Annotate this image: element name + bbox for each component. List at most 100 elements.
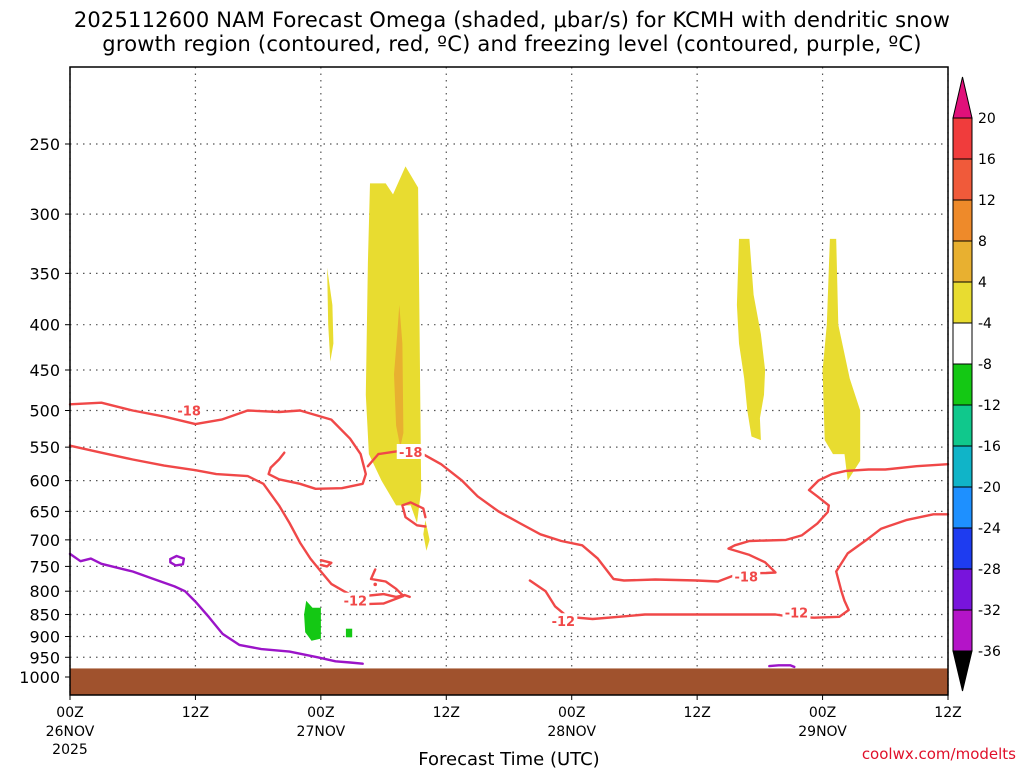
contour-label-5: -12 (785, 607, 809, 622)
terrain-layer (70, 668, 948, 695)
contour-label-bg-2 (341, 592, 370, 608)
colorbar-bin-12 (952, 568, 973, 611)
y-tick-label-1000: 1000 (19, 668, 60, 687)
chart-title-line-1: 2025112600 NAM Forecast Omega (shaded, μ… (73, 8, 951, 32)
colorbar-label-8: -16 (978, 439, 1001, 455)
colorbar-bin-10 (952, 486, 973, 529)
dgz-contour-2 (267, 409, 367, 490)
colorbar-label-9: -20 (978, 480, 1001, 496)
colorbar-label-1: 16 (978, 152, 996, 168)
contour-label-bg-4 (549, 613, 578, 629)
x-tick-label-84: 12Z (934, 705, 961, 721)
colorbar-label-3: 8 (978, 234, 987, 250)
downward-motion-green-b (345, 628, 353, 638)
contour-label-2: -12 (344, 595, 368, 610)
y-tick-label-350: 350 (29, 264, 60, 283)
contour-label-bg-3 (732, 568, 761, 584)
y-tick-label-700: 700 (29, 531, 60, 550)
contour-label-3: -18 (735, 571, 759, 586)
y-tick-label-500: 500 (29, 402, 60, 421)
contour-label-layer: -18 -18 -12 -18 -12 -12 (175, 402, 811, 630)
y-tick-label-450: 450 (29, 361, 60, 380)
freezing-level-contour-1 (169, 554, 186, 567)
colorbar: 20 16 12 8 4 -4 -8 -12 -16 -20 -24 -28 -32 -36 (952, 76, 1001, 692)
x-tick-label-36: 12Z (433, 705, 460, 721)
y-axis-ticks: 250 300 350 400 450 500 550 600 650 700 750 800 850 9… (19, 135, 70, 687)
plot-frame (69, 66, 949, 696)
colorbar-label-11: -28 (978, 562, 1001, 578)
dgz-contour-6 (319, 559, 333, 568)
y-tick-label-300: 300 (29, 205, 60, 224)
upward-motion-yellow-small (327, 267, 334, 362)
x-tick-date-24: 27NOV (297, 724, 346, 740)
y-tick-label-800: 800 (29, 582, 60, 601)
upward-motion-yellow-tail (423, 520, 430, 551)
colorbar-bin-7 (952, 363, 973, 406)
freezing-level-layer (68, 552, 796, 669)
colorbar-label-6: -8 (978, 357, 992, 373)
contour-label-4: -12 (552, 615, 576, 630)
site-credit: coolwx.com/modelts (862, 745, 1016, 763)
colorbar-bin-11 (952, 527, 973, 570)
contour-label-1: -18 (399, 446, 423, 461)
gridlines (69, 67, 949, 695)
dgz-contour-dot (373, 582, 378, 587)
y-tick-label-650: 650 (29, 502, 60, 521)
downward-motion-green-a (304, 600, 321, 641)
colorbar-bin-9 (952, 445, 973, 488)
upward-motion-yellow-main (365, 166, 422, 523)
dgz-contour-7 (528, 513, 950, 621)
colorbar-label-5: -4 (978, 316, 992, 332)
colorbar-bin-6 (952, 322, 973, 365)
colorbar-bin-5 (952, 281, 973, 324)
colorbar-label-4: 4 (978, 275, 987, 291)
freezing-level-contour-0 (68, 552, 364, 665)
chart-title-line-2: growth region (contoured, red, ºC) and f… (102, 32, 922, 56)
y-tick-label-400: 400 (29, 316, 60, 335)
colorbar-label-12: -32 (978, 603, 1001, 619)
contour-label-bg-1 (396, 444, 425, 460)
x-tick-label-48: 00Z (558, 705, 585, 721)
x-tick-label-60: 12Z (683, 705, 710, 721)
colorbar-bin-2 (952, 158, 973, 201)
x-axis-label: Forecast Time (UTC) (418, 749, 599, 768)
colorbar-bin-8 (952, 404, 973, 447)
dgz-contour-5 (353, 568, 405, 606)
x-tick-label-24: 00Z (307, 705, 334, 721)
colorbar-top-arrow (952, 76, 973, 119)
dgz-contour-layer (68, 401, 950, 621)
y-tick-label-850: 850 (29, 606, 60, 625)
colorbar-label-7: -12 (978, 398, 1001, 414)
x-tick-date-0: 26NOV (46, 724, 95, 740)
contour-label-bg-0 (175, 402, 204, 418)
contour-label-0: -18 (177, 405, 201, 420)
contour-label-bg-5 (782, 604, 811, 620)
upward-motion-yellow-29nov-a (736, 238, 766, 441)
dgz-contour-3 (366, 449, 950, 583)
x-tick-date-72: 29NOV (798, 724, 847, 740)
dgz-contour-1 (68, 444, 411, 599)
omega-shading-layer (304, 166, 861, 641)
x-axis-ticks: 00Z 26NOV 2025 12Z 00Z 27NOV 12Z 00Z 28NOV 12Z 00Z… (46, 695, 962, 758)
colorbar-label-0: 20 (978, 111, 996, 127)
y-tick-label-750: 750 (29, 557, 60, 576)
y-tick-label-550: 550 (29, 438, 60, 457)
x-tick-label-12: 12Z (182, 705, 209, 721)
upward-motion-orange-core (394, 305, 404, 448)
colorbar-bottom-arrow (952, 650, 973, 692)
terrain-fill (70, 668, 948, 695)
colorbar-bin-3 (952, 199, 973, 242)
colorbar-bin-1 (952, 117, 973, 160)
y-tick-label-950: 950 (29, 648, 60, 667)
colorbar-label-2: 12 (978, 193, 996, 209)
freezing-level-contour-2 (768, 664, 796, 669)
y-tick-label-600: 600 (29, 472, 60, 491)
x-tick-label-0: 00Z (56, 705, 83, 721)
x-tick-label-72: 00Z (809, 705, 836, 721)
dgz-contour-4 (401, 501, 427, 528)
colorbar-bin-4 (952, 240, 973, 283)
x-tick-year-0: 2025 (52, 742, 88, 758)
upward-motion-yellow-29nov-b (822, 238, 861, 481)
colorbar-bin-13 (952, 609, 973, 652)
